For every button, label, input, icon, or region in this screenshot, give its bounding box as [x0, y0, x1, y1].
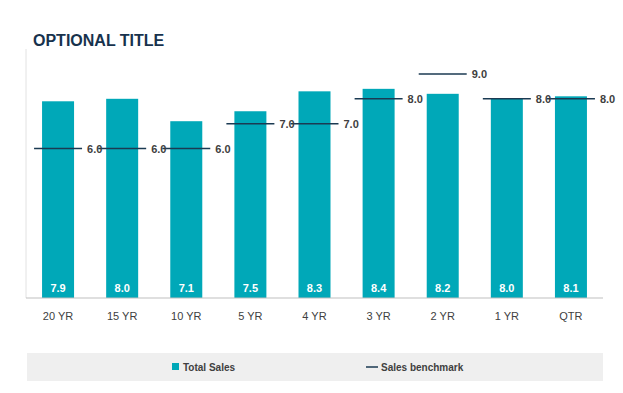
x-tick-label: 15 YR [107, 310, 137, 322]
bar [299, 91, 331, 298]
bar [427, 94, 459, 298]
legend-swatch [366, 366, 378, 368]
bar [555, 96, 587, 298]
legend-label: Total Sales [183, 362, 235, 373]
bar [234, 111, 266, 298]
title: OPTIONAL TITLE [33, 32, 165, 49]
x-tick-label: 4 YR [302, 310, 326, 322]
benchmark-dash [34, 148, 82, 150]
bar-label: 8.1 [563, 282, 578, 294]
x-tick-label: 10 YR [171, 310, 201, 322]
benchmark-dash [483, 98, 531, 100]
benchmark-dash [98, 148, 146, 150]
benchmark-label: 8.0 [600, 93, 615, 105]
bar-label: 8.0 [499, 282, 514, 294]
x-tick-label: 5 YR [238, 310, 262, 322]
benchmark-label: 8.0 [536, 93, 551, 105]
bar-label: 7.1 [179, 282, 194, 294]
bar [363, 89, 395, 298]
benchmark-label: 6.0 [215, 143, 230, 155]
bar-label: 8.4 [371, 282, 387, 294]
legend-label: Sales benchmark [381, 362, 464, 373]
bar [491, 99, 523, 298]
benchmark-dash [547, 98, 595, 100]
x-tick-label: 3 YR [366, 310, 390, 322]
benchmark-dash [291, 123, 339, 125]
x-tick-label: 20 YR [43, 310, 73, 322]
legend-swatch [172, 363, 179, 370]
bar [170, 121, 202, 298]
x-tick-label: 2 YR [431, 310, 455, 322]
benchmark-dash [355, 98, 403, 100]
bar [42, 101, 74, 298]
bar-label: 8.2 [435, 282, 450, 294]
benchmark-label: 9.0 [472, 68, 487, 80]
bar-label: 8.3 [307, 282, 322, 294]
benchmark-dash [226, 123, 274, 125]
benchmark-label: 7.0 [344, 118, 359, 130]
benchmark-dash [162, 148, 210, 150]
chart-svg: OPTIONAL TITLE 7.9 8.0 7.1 7.5 8.3 8.4 8.2 8.0 8.… [0, 0, 623, 393]
bar-label: 8.0 [115, 282, 130, 294]
legend-box [27, 353, 603, 381]
benchmark-label: 7.0 [279, 118, 294, 130]
benchmark-label: 8.0 [408, 93, 423, 105]
bar [106, 99, 138, 298]
bar-label: 7.9 [50, 282, 65, 294]
chart-container: OPTIONAL TITLE 7.9 8.0 7.1 7.5 8.3 8.4 8.2 8.0 8.… [0, 0, 623, 393]
x-tick-label: QTR [559, 310, 582, 322]
benchmark-dash [419, 73, 467, 75]
bar-label: 7.5 [243, 282, 258, 294]
labels: 7.9 8.0 7.1 7.5 8.3 8.4 8.2 8.0 8.1 6.0 6.0 6.0 7.0 7… [50, 68, 615, 294]
marks [34, 74, 595, 298]
benchmark-label: 6.0 [87, 143, 102, 155]
x-axis-line [26, 298, 603, 299]
x-tick-label: 1 YR [495, 310, 519, 322]
benchmark-label: 6.0 [151, 143, 166, 155]
y-axis-line [26, 49, 27, 298]
legend: Total Sales Sales benchmark [27, 353, 603, 381]
